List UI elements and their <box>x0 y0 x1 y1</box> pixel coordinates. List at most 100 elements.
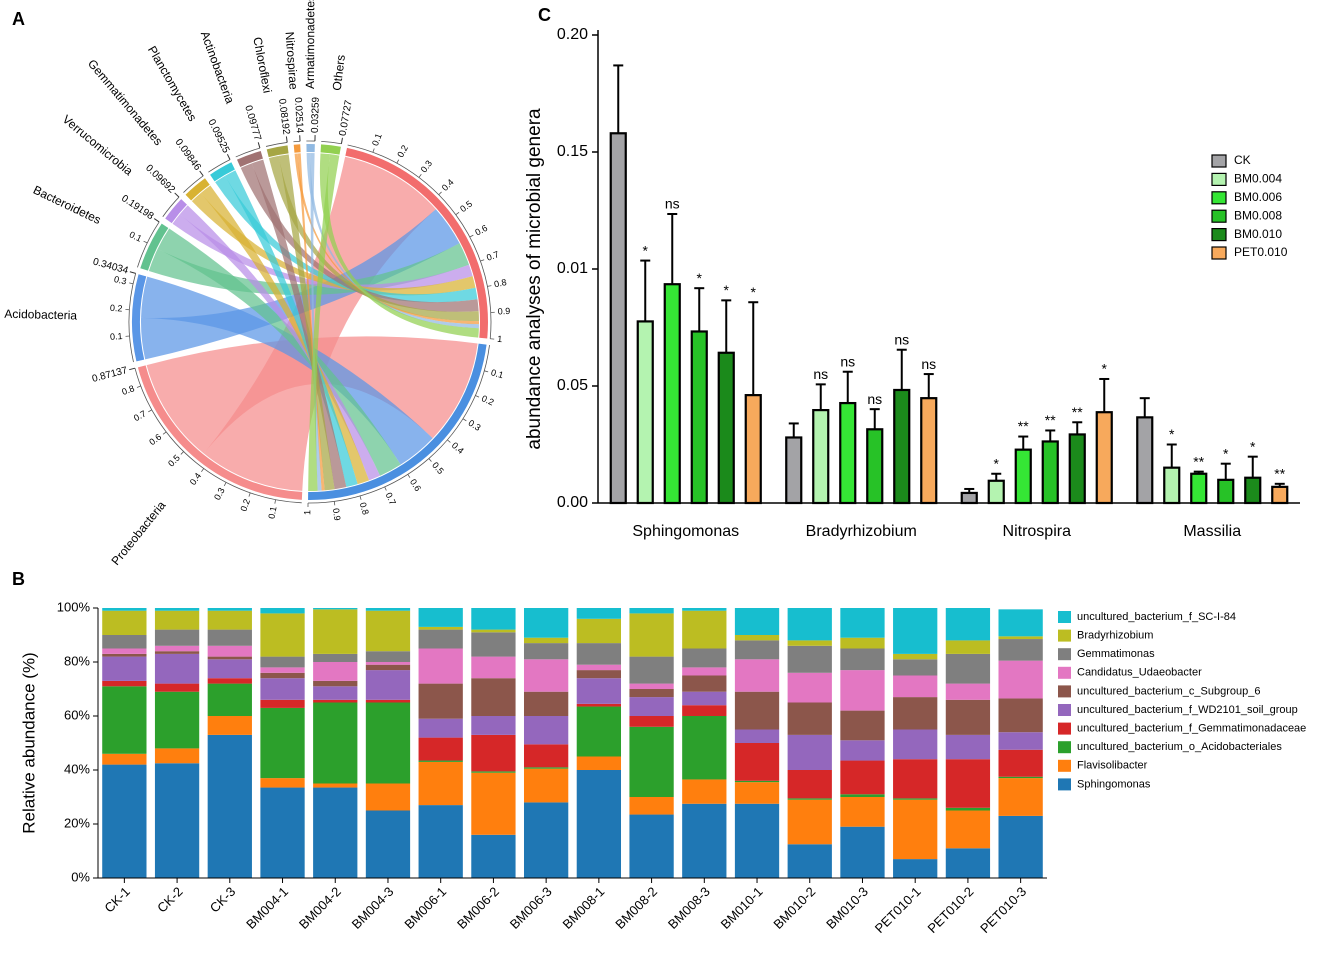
x-tick-label: BM008-3 <box>665 884 713 932</box>
bar <box>1271 485 1289 505</box>
phylum-name: Chloroflexi <box>250 36 274 94</box>
bar <box>1163 466 1181 505</box>
arc-tick-label: 0.9 <box>497 306 510 317</box>
significance-label: * <box>1250 438 1256 454</box>
bar-segment <box>998 609 1043 637</box>
arc-tick <box>455 212 460 216</box>
bar <box>663 283 681 505</box>
bar-segment <box>998 636 1043 640</box>
bar-segment <box>154 629 200 646</box>
bar-segment <box>893 799 938 860</box>
chord-ribbon <box>251 159 347 490</box>
bar-segment <box>365 702 411 784</box>
bar-segment <box>154 645 200 652</box>
legend-label: uncultured_bacterium_f_WD2101_soil_group <box>1077 704 1298 716</box>
arc-tick-label: 0.5 <box>166 453 182 469</box>
bar <box>744 394 762 505</box>
legend-swatch <box>1058 759 1071 772</box>
x-tick-label: Sphingomonas <box>632 523 739 540</box>
bar-segment <box>576 608 622 619</box>
bar-segment <box>734 803 780 878</box>
bar-segment <box>629 608 674 614</box>
bar-segment <box>629 726 674 797</box>
arc-tick-label: 0.8 <box>493 277 507 289</box>
bar <box>839 401 857 505</box>
bar-segment <box>365 699 411 703</box>
bar-segment <box>893 675 938 698</box>
bar-segment <box>734 608 780 635</box>
x-tick-label: Nitrospira <box>1003 523 1072 540</box>
bar-segment <box>787 608 832 641</box>
bar-segment <box>998 639 1043 661</box>
bar-segment <box>260 667 305 673</box>
legend-label: uncultured_bacterium_f_SC-I-84 <box>1077 611 1236 623</box>
arc-tick-label: 0.1 <box>266 506 278 520</box>
bar-segment <box>576 618 622 644</box>
phylum-value: 0.03259 <box>310 96 322 133</box>
bar <box>987 479 1005 505</box>
arc-scale <box>265 142 288 147</box>
bar-segment <box>207 659 252 679</box>
arc-tick <box>475 395 480 398</box>
legend-label: CK <box>1234 153 1251 167</box>
significance-label: ** <box>1193 453 1204 469</box>
bar-segment <box>893 697 938 730</box>
bar-segment <box>998 778 1043 816</box>
bar-segment <box>734 743 780 781</box>
arc-tick <box>201 468 205 472</box>
bar-segment <box>734 782 780 804</box>
arc-tick-label: 0.4 <box>440 177 456 193</box>
significance-label: ns <box>665 196 680 212</box>
bar <box>1014 448 1032 505</box>
significance-label: * <box>697 270 703 286</box>
bar-segment <box>893 653 938 660</box>
legend-swatch <box>1211 191 1227 205</box>
legend-swatch <box>1058 704 1071 716</box>
legend-swatch <box>1058 741 1071 754</box>
arc-tick <box>274 499 276 504</box>
bar-segment <box>365 651 411 662</box>
bar <box>1136 416 1154 505</box>
bar-segment <box>734 640 780 660</box>
arc-tick <box>428 458 432 462</box>
bar-segment <box>418 805 463 878</box>
arc-tick <box>143 240 148 244</box>
legend-swatch <box>1211 154 1227 168</box>
chord-arc <box>210 162 235 182</box>
bar-segment <box>471 608 516 630</box>
legend-label: uncultured_bacterium_c_Subgroup_6 <box>1077 685 1260 697</box>
significance-label: * <box>751 284 757 300</box>
arc-tick <box>487 285 492 287</box>
bar <box>1217 478 1235 505</box>
arc-end-tick <box>226 154 231 160</box>
arc-end-tick <box>199 170 204 177</box>
bar-segment <box>840 710 885 741</box>
arc-tick <box>407 474 411 478</box>
bar-segment <box>787 734 832 770</box>
bar-segment <box>945 810 991 849</box>
arc-scale <box>308 344 490 504</box>
chord-ribbon <box>215 175 478 303</box>
arc-tick <box>418 173 422 178</box>
x-tick-label: BM006-3 <box>507 884 555 932</box>
bar-segment <box>840 637 885 649</box>
bar-segment <box>734 635 780 641</box>
bar <box>785 436 803 505</box>
bar-segment <box>998 776 1043 779</box>
arc-end-tick <box>174 192 180 198</box>
significance-label: ns <box>921 356 936 372</box>
bar-segment <box>945 807 991 811</box>
bar-segment <box>682 610 727 649</box>
chord-ribbon <box>297 153 325 491</box>
bar-segment <box>313 662 358 681</box>
arc-tick-label: 0.2 <box>395 143 410 159</box>
phylum-value: 0.09525 <box>205 118 231 156</box>
bar-segment <box>313 608 358 610</box>
arc-tick-label: 0.9 <box>331 508 343 522</box>
bar-segment <box>471 834 516 878</box>
arc-scale <box>183 175 204 193</box>
arc-tick <box>372 148 375 153</box>
bar-segment <box>840 826 885 878</box>
legend-swatch <box>1211 209 1227 223</box>
chord-ribbon <box>203 156 436 491</box>
